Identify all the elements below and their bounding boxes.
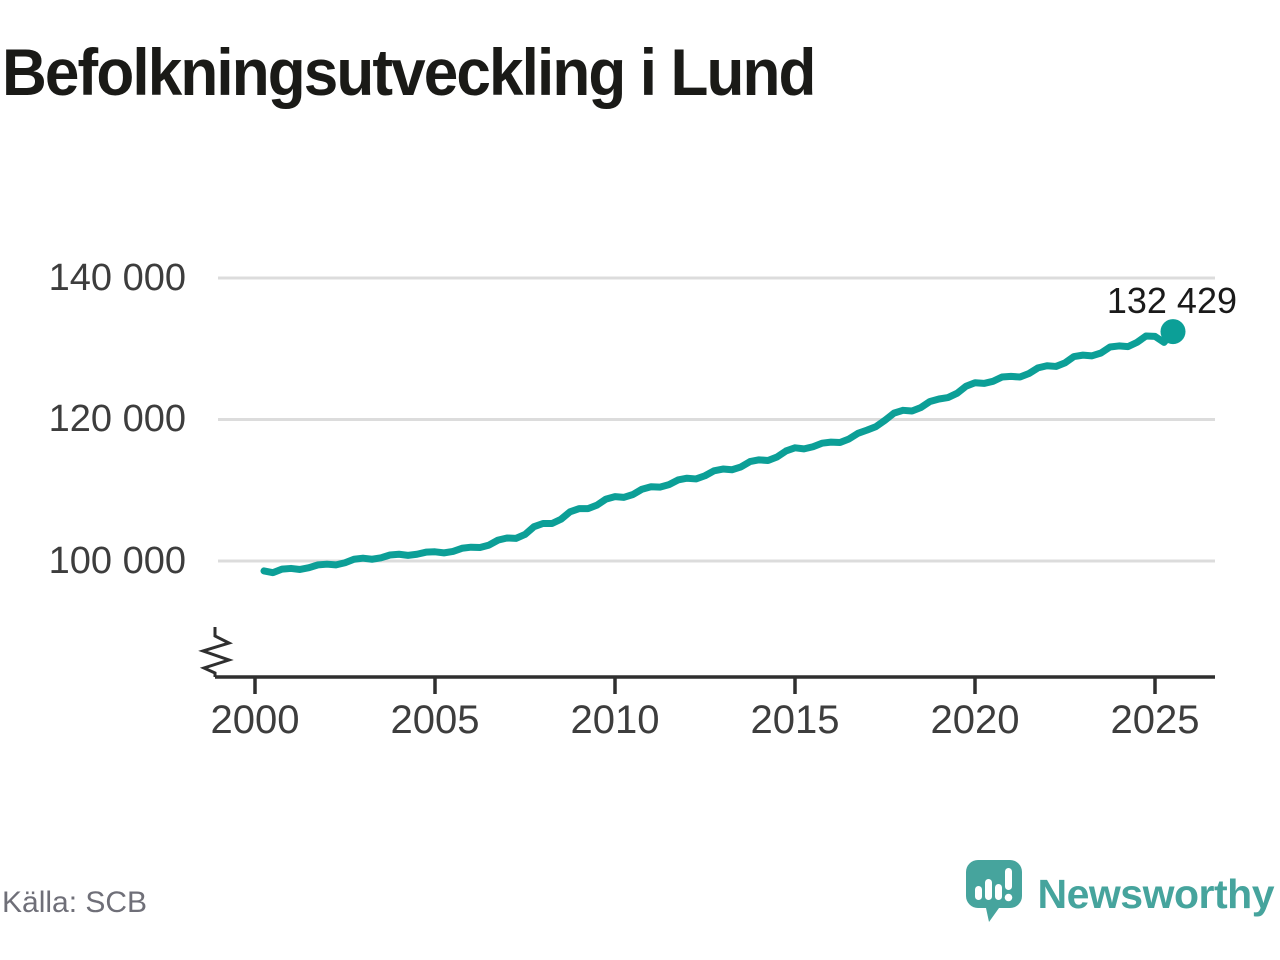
x-axis [215, 675, 1215, 694]
population-line [260, 328, 1177, 577]
x-tick-label-2005: 2005 [390, 698, 480, 742]
x-tick-label-2010: 2010 [570, 698, 660, 742]
newsworthy-logo: Newsworthy [962, 858, 1275, 926]
axis-break-icon [198, 627, 234, 677]
newsworthy-logo-text: Newsworthy [1037, 870, 1275, 917]
y-tick-label-140000: 140 000 [48, 257, 186, 299]
x-tick-label-2015: 2015 [750, 698, 840, 742]
end-value-label: 132 429 [1106, 280, 1237, 321]
newsworthy-logo-icon [965, 860, 1022, 922]
source-label: Källa: SCB [2, 886, 148, 919]
end-point-dot [1160, 319, 1186, 345]
chart-title: Befolkningsutveckling i Lund [2, 35, 816, 109]
x-tick-label-2000: 2000 [210, 698, 300, 742]
gridlines [218, 276, 1215, 563]
x-tick-label-2020: 2020 [930, 698, 1020, 742]
x-tick-label-2025: 2025 [1110, 698, 1200, 742]
y-tick-label-100000: 100 000 [48, 540, 186, 582]
y-tick-label-120000: 120 000 [48, 398, 186, 440]
